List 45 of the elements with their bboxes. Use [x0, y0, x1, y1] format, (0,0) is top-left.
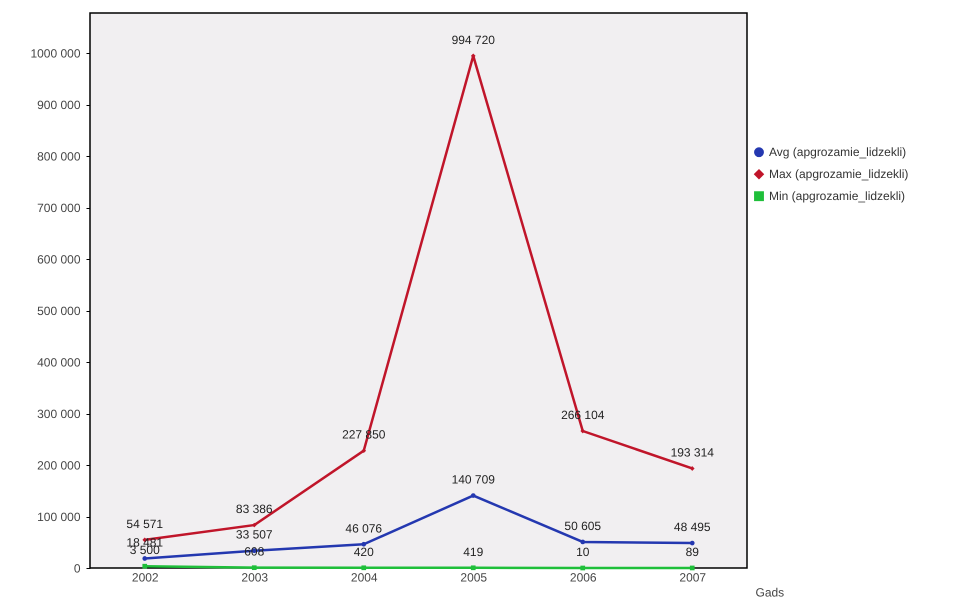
point — [361, 542, 366, 547]
point — [142, 564, 148, 569]
x-tick-label: 2004 — [350, 570, 378, 584]
data-label: 140 709 — [452, 472, 496, 487]
legend-label: Min (apgrozamie_lidzekli) — [769, 189, 906, 204]
x-tick-label: 2003 — [241, 570, 268, 584]
point — [690, 540, 695, 546]
point — [580, 566, 586, 570]
x-tick-label: 2005 — [460, 570, 488, 584]
x-tick-label: 2002 — [132, 570, 159, 584]
y-tick-label: 500 000 — [37, 304, 81, 318]
x-tick-label: 2007 — [679, 570, 706, 584]
data-label: 50 605 — [564, 518, 602, 533]
data-label: 10 — [576, 544, 590, 559]
point — [580, 540, 586, 544]
data-label: 193 314 — [670, 445, 714, 460]
data-label: 994 720 — [452, 32, 496, 47]
data-label: 46 076 — [345, 521, 382, 536]
data-label: 420 — [354, 544, 374, 559]
data-label: 48 495 — [674, 520, 711, 534]
y-tick-label: 900 000 — [37, 98, 81, 112]
point — [142, 556, 148, 561]
y-tick-label: 300 000 — [37, 407, 81, 422]
legend-label: Max (apgrozamie_lidzekli) — [769, 167, 908, 182]
y-tick-label: 400 000 — [37, 356, 81, 370]
data-label: 33 507 — [236, 528, 273, 542]
data-label: 89 — [686, 544, 700, 559]
point — [470, 493, 476, 498]
x-tick-label: 2006 — [570, 570, 597, 584]
point — [470, 565, 476, 570]
y-tick-label: 800 000 — [37, 150, 81, 164]
data-label: 419 — [463, 544, 484, 559]
y-tick-label: 700 000 — [37, 201, 81, 216]
data-label: 83 386 — [236, 502, 273, 516]
point — [361, 565, 366, 570]
y-tick-label: 100 000 — [37, 510, 81, 524]
data-label: 54 571 — [126, 516, 164, 531]
x-axis-title: Gads — [756, 586, 784, 600]
y-tick-label: 600 000 — [37, 252, 81, 267]
y-tick-label: 1000 000 — [30, 46, 81, 61]
legend-label: Avg (apgrozamie_lidzekli) — [769, 145, 906, 160]
point — [690, 566, 695, 570]
point — [252, 565, 257, 570]
y-tick-label: 200 000 — [37, 458, 81, 473]
y-tick-label: 0 — [74, 562, 81, 576]
